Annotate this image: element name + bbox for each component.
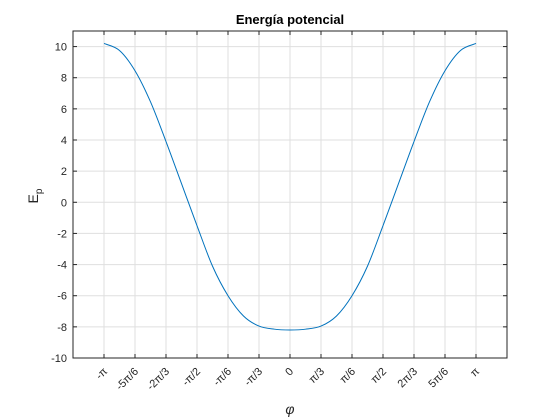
x-axis-label: φ: [285, 401, 294, 417]
y-tick-label: 8: [61, 73, 67, 85]
grid-layer: [73, 31, 507, 359]
y-tick-label: 10: [55, 42, 67, 54]
y-tick-label: -4: [57, 260, 67, 272]
y-tick-label: 2: [61, 166, 67, 178]
y-tick-label: -10: [51, 353, 67, 365]
y-tick-label: -2: [57, 228, 67, 240]
y-axis-label-main: E: [25, 194, 41, 203]
y-tick-label: -6: [57, 291, 67, 303]
series-line: [103, 42, 477, 331]
y-tick-label: -8: [57, 322, 67, 334]
y-tick-label: 6: [61, 104, 67, 116]
y-tick-label: 4: [61, 135, 67, 147]
y-axis-label: Ep: [25, 188, 45, 203]
y-tick-label: 0: [61, 197, 67, 209]
series-layer: [103, 42, 477, 331]
chart-title: Energía potencial: [236, 12, 344, 27]
y-axis-label-subscript: p: [34, 188, 45, 194]
y-tick-labels: 10 8 6 4 2 0 -2 -4 -6 -8 -10: [51, 42, 67, 365]
axes-box: [72, 30, 508, 359]
